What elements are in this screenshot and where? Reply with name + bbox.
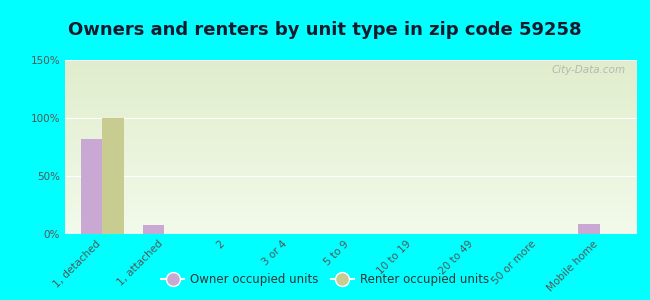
Bar <box>578 224 600 234</box>
Bar <box>102 118 124 234</box>
Text: City-Data.com: City-Data.com <box>551 65 625 75</box>
Bar <box>81 139 102 234</box>
Legend: Owner occupied units, Renter occupied units: Owner occupied units, Renter occupied un… <box>156 269 494 291</box>
Bar <box>143 225 164 234</box>
Text: Owners and renters by unit type in zip code 59258: Owners and renters by unit type in zip c… <box>68 21 582 39</box>
